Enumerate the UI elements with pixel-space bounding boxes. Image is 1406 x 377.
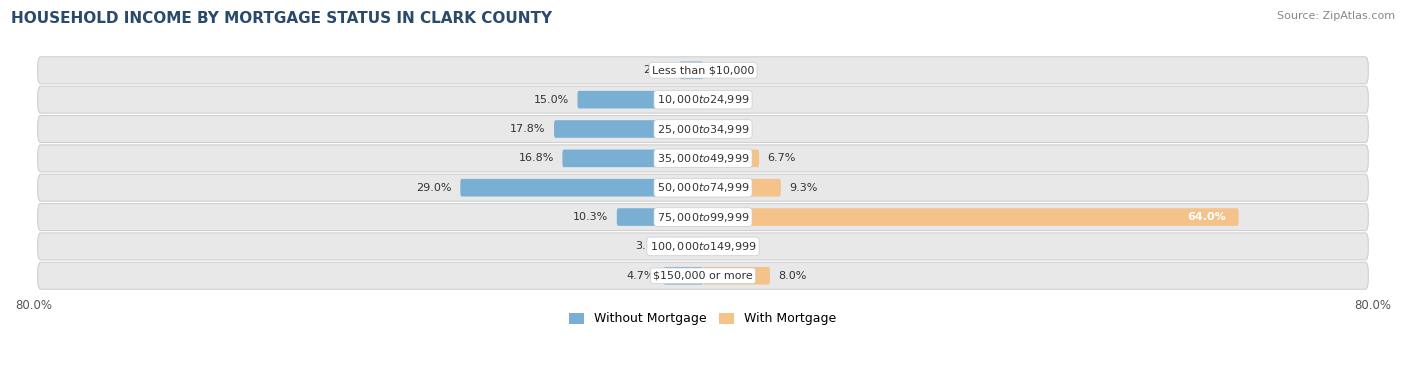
Text: 9.3%: 9.3%: [789, 183, 817, 193]
FancyBboxPatch shape: [562, 150, 703, 167]
FancyBboxPatch shape: [460, 179, 703, 196]
Text: Source: ZipAtlas.com: Source: ZipAtlas.com: [1277, 11, 1395, 21]
FancyBboxPatch shape: [617, 208, 703, 226]
Text: 6.7%: 6.7%: [768, 153, 796, 163]
FancyBboxPatch shape: [38, 145, 1368, 172]
FancyBboxPatch shape: [38, 115, 1368, 143]
FancyBboxPatch shape: [38, 57, 1368, 84]
Text: $100,000 to $149,999: $100,000 to $149,999: [650, 240, 756, 253]
Text: 64.0%: 64.0%: [1187, 212, 1226, 222]
Text: 16.8%: 16.8%: [519, 153, 554, 163]
FancyBboxPatch shape: [679, 61, 703, 79]
FancyBboxPatch shape: [703, 208, 1239, 226]
FancyBboxPatch shape: [38, 86, 1368, 113]
FancyBboxPatch shape: [38, 174, 1368, 201]
FancyBboxPatch shape: [703, 150, 759, 167]
Text: Less than $10,000: Less than $10,000: [652, 65, 754, 75]
FancyBboxPatch shape: [703, 179, 780, 196]
Text: 3.7%: 3.7%: [636, 241, 664, 251]
Text: $50,000 to $74,999: $50,000 to $74,999: [657, 181, 749, 194]
Text: $10,000 to $24,999: $10,000 to $24,999: [657, 93, 749, 106]
FancyBboxPatch shape: [664, 267, 703, 285]
Text: 8.0%: 8.0%: [779, 271, 807, 281]
Text: $150,000 or more: $150,000 or more: [654, 271, 752, 281]
Legend: Without Mortgage, With Mortgage: Without Mortgage, With Mortgage: [564, 308, 842, 331]
Text: $25,000 to $34,999: $25,000 to $34,999: [657, 123, 749, 135]
FancyBboxPatch shape: [578, 91, 703, 109]
Text: 4.7%: 4.7%: [627, 271, 655, 281]
Text: HOUSEHOLD INCOME BY MORTGAGE STATUS IN CLARK COUNTY: HOUSEHOLD INCOME BY MORTGAGE STATUS IN C…: [11, 11, 553, 26]
Text: 29.0%: 29.0%: [416, 183, 451, 193]
FancyBboxPatch shape: [554, 120, 703, 138]
Text: 2.8%: 2.8%: [643, 65, 671, 75]
FancyBboxPatch shape: [703, 267, 770, 285]
FancyBboxPatch shape: [672, 238, 703, 255]
FancyBboxPatch shape: [38, 262, 1368, 289]
Text: 10.3%: 10.3%: [574, 212, 609, 222]
Text: 17.8%: 17.8%: [510, 124, 546, 134]
Text: 15.0%: 15.0%: [534, 95, 569, 105]
FancyBboxPatch shape: [38, 204, 1368, 231]
Text: $35,000 to $49,999: $35,000 to $49,999: [657, 152, 749, 165]
FancyBboxPatch shape: [38, 233, 1368, 260]
Text: $75,000 to $99,999: $75,000 to $99,999: [657, 211, 749, 224]
